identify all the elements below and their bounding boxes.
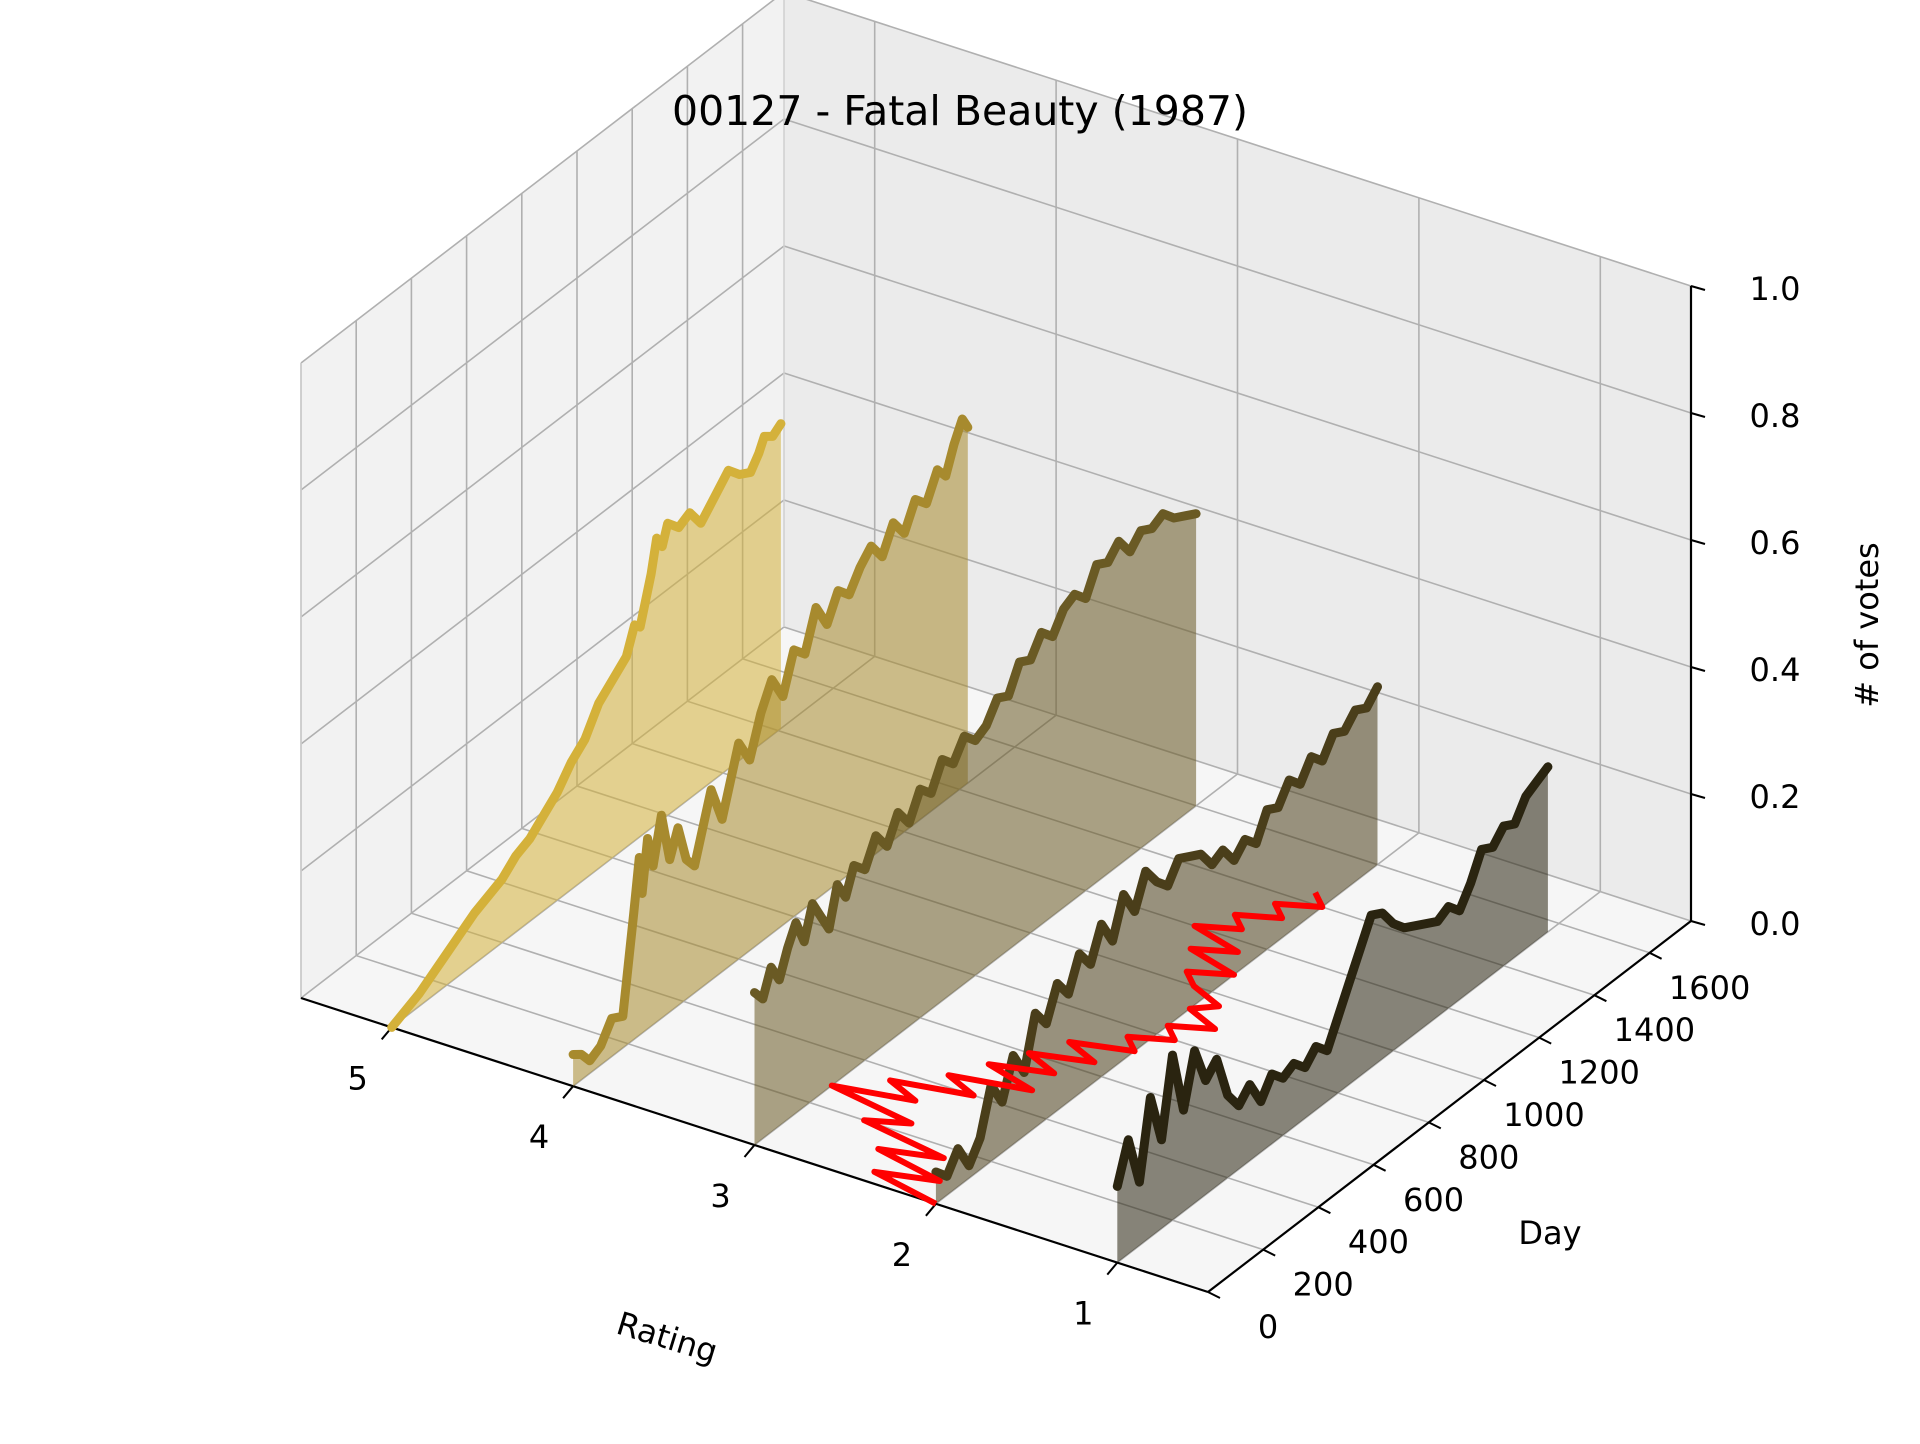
series-fill-rating-1 bbox=[1117, 766, 1548, 1263]
y-tick bbox=[1373, 1163, 1387, 1172]
z-tick-label: 0.6 bbox=[1750, 524, 1801, 562]
y-tick-label: 0 bbox=[1258, 1308, 1278, 1346]
grid-line-votes bbox=[300, 0, 1692, 364]
y-tick bbox=[1483, 1079, 1497, 1087]
y-tick bbox=[1262, 1248, 1276, 1257]
y-axis-label: Day bbox=[1518, 1214, 1581, 1252]
x-tick bbox=[743, 1144, 756, 1158]
series-line-rating-1 bbox=[1112, 762, 1553, 1191]
y-tick bbox=[1207, 1291, 1221, 1299]
x-tick bbox=[562, 1085, 574, 1099]
y-tick bbox=[1649, 951, 1663, 960]
z-tick-label: 0.4 bbox=[1750, 651, 1801, 689]
y-tick bbox=[1593, 994, 1607, 1003]
y-tick-label: 1000 bbox=[1503, 1096, 1584, 1134]
series-line-rating-4 bbox=[568, 414, 973, 1066]
y-tick-label: 200 bbox=[1293, 1266, 1354, 1304]
x-tick bbox=[1106, 1261, 1119, 1276]
series-line-rating-3 bbox=[750, 509, 1201, 1004]
left-pane bbox=[301, 0, 784, 998]
y-tick-label: 600 bbox=[1403, 1181, 1464, 1219]
y-tick bbox=[1317, 1206, 1331, 1215]
y-tick-label: 1600 bbox=[1669, 969, 1750, 1007]
series-line-rating-5 bbox=[387, 419, 786, 1032]
x-tick-label: 5 bbox=[348, 1059, 368, 1097]
series-line-rating-2 bbox=[931, 682, 1382, 1181]
series-lines bbox=[387, 414, 1553, 1207]
z-tick bbox=[1690, 793, 1706, 799]
z-tick bbox=[1690, 920, 1706, 926]
y-axis-line bbox=[1207, 920, 1692, 1293]
y-tick bbox=[1428, 1121, 1442, 1130]
y-tick-label: 800 bbox=[1458, 1138, 1519, 1176]
x-axis-label: Rating bbox=[612, 1304, 722, 1371]
series-fill-rating-4 bbox=[573, 419, 968, 1087]
x-tick-label: 3 bbox=[710, 1177, 730, 1215]
y-tick-label: 1200 bbox=[1558, 1054, 1639, 1092]
z-tick bbox=[1690, 539, 1706, 545]
x-tick-label: 1 bbox=[1073, 1295, 1093, 1333]
z-tick-label: 1.0 bbox=[1750, 270, 1801, 308]
series-fill-rating-5 bbox=[391, 423, 781, 1028]
z-axis-label: # of votes bbox=[1848, 542, 1886, 707]
y-tick bbox=[1538, 1036, 1552, 1045]
z-tick-label: 0.8 bbox=[1750, 397, 1801, 435]
series-fill-rating-3 bbox=[754, 513, 1197, 1145]
z-tick-label: 0.2 bbox=[1750, 778, 1801, 816]
z-tick-label: 0.0 bbox=[1750, 905, 1801, 943]
chart-title: 00127 - Fatal Beauty (1987) bbox=[672, 87, 1248, 135]
x-tick-label: 2 bbox=[892, 1236, 912, 1274]
z-tick bbox=[1690, 412, 1706, 418]
x-tick-label: 4 bbox=[529, 1118, 549, 1156]
z-tick bbox=[1690, 285, 1706, 291]
y-tick-label: 1400 bbox=[1614, 1011, 1695, 1049]
mean-rating-line bbox=[828, 891, 1326, 1207]
y-tick-label: 400 bbox=[1348, 1223, 1409, 1261]
z-tick bbox=[1690, 666, 1706, 672]
